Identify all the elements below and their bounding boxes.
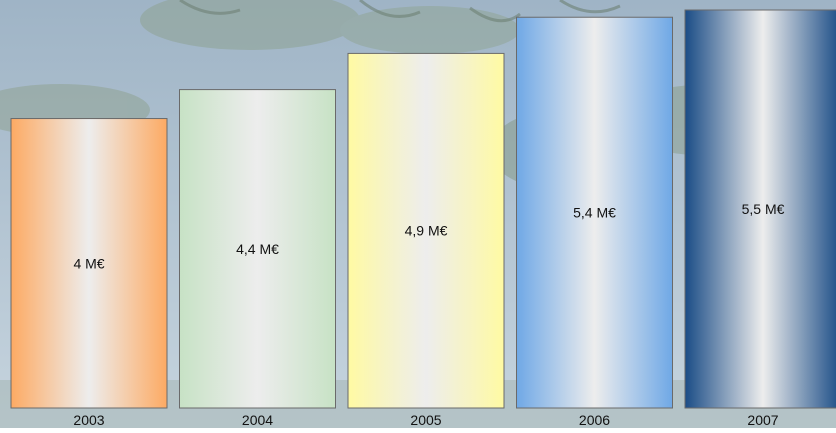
data-label-2005: 4,9 M€ <box>405 223 448 239</box>
data-label-2007: 5,5 M€ <box>742 201 785 217</box>
data-label-2006: 5,4 M€ <box>573 205 616 221</box>
bar-2005 <box>347 52 505 409</box>
x-tick-label-2004: 2004 <box>242 412 273 428</box>
bar-2003 <box>10 118 168 409</box>
x-tick-label-2003: 2003 <box>73 412 104 428</box>
bar-2006 <box>516 16 673 409</box>
data-label-2003: 4 M€ <box>73 255 104 271</box>
x-tick-label-2005: 2005 <box>410 412 441 428</box>
data-label-2004: 4,4 M€ <box>236 241 279 257</box>
x-tick-label-2006: 2006 <box>579 412 610 428</box>
bar-2004 <box>179 89 336 409</box>
background-branches <box>179 0 621 23</box>
bars <box>10 9 836 409</box>
x-tick-label-2007: 2007 <box>747 412 778 428</box>
data-labels: 4 M€ 4,4 M€ 4,9 M€ 5,4 M€ 5,5 M€ <box>73 201 784 271</box>
bar-2007 <box>684 9 836 409</box>
x-axis-tick-labels: 2003 2004 2005 2006 2007 <box>73 412 778 428</box>
